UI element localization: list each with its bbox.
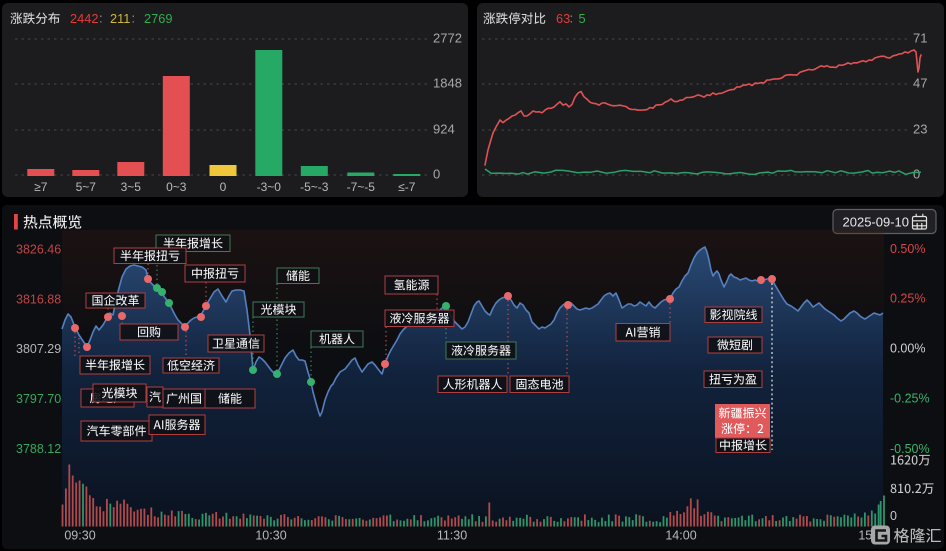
svg-text:≤-7: ≤-7: [398, 180, 416, 194]
svg-text:0.25%: 0.25%: [890, 292, 925, 306]
svg-text:0: 0: [913, 167, 920, 182]
svg-text:23: 23: [913, 122, 927, 137]
svg-text:3797.70: 3797.70: [16, 392, 61, 406]
svg-text:211: 211: [110, 11, 130, 26]
svg-text:3826.46: 3826.46: [16, 243, 61, 257]
svg-text:0~3: 0~3: [166, 180, 187, 194]
svg-text:63: 63: [556, 11, 570, 26]
svg-text:≥7: ≥7: [34, 180, 48, 194]
svg-text:71: 71: [913, 31, 927, 46]
svg-text:10:30: 10:30: [255, 529, 286, 543]
svg-text:0: 0: [220, 180, 227, 194]
svg-text:2025-09-10: 2025-09-10: [843, 215, 910, 230]
svg-text:3~5: 3~5: [121, 180, 142, 194]
svg-text:0.50%: 0.50%: [890, 242, 925, 256]
svg-text:3816.88: 3816.88: [16, 293, 61, 307]
svg-text:-7~-5: -7~-5: [347, 180, 376, 194]
svg-text::: :: [99, 11, 103, 26]
svg-text:14:00: 14:00: [665, 529, 696, 543]
svg-text:11:30: 11:30: [437, 529, 467, 543]
svg-text:2769: 2769: [144, 11, 172, 26]
svg-text:-3~0: -3~0: [257, 180, 282, 194]
svg-text:0.00%: 0.00%: [890, 342, 925, 356]
svg-text:2772: 2772: [433, 31, 462, 46]
svg-text:2442: 2442: [70, 11, 98, 26]
svg-text:1848: 1848: [433, 76, 462, 91]
svg-text:3807.29: 3807.29: [16, 342, 61, 356]
svg-text::: :: [132, 11, 136, 26]
svg-text:3788.12: 3788.12: [16, 442, 61, 456]
svg-text:-0.25%: -0.25%: [890, 392, 930, 406]
svg-text:-0.50%: -0.50%: [890, 442, 930, 456]
svg-text:5~7: 5~7: [76, 180, 97, 194]
svg-text:-5~-3: -5~-3: [300, 180, 329, 194]
svg-text::: :: [570, 11, 574, 26]
svg-text:924: 924: [433, 122, 455, 137]
svg-text:09:30: 09:30: [64, 529, 95, 543]
svg-text:5: 5: [579, 11, 586, 26]
svg-text:0: 0: [890, 509, 897, 523]
svg-text:0: 0: [433, 167, 440, 182]
svg-text:47: 47: [913, 76, 927, 91]
